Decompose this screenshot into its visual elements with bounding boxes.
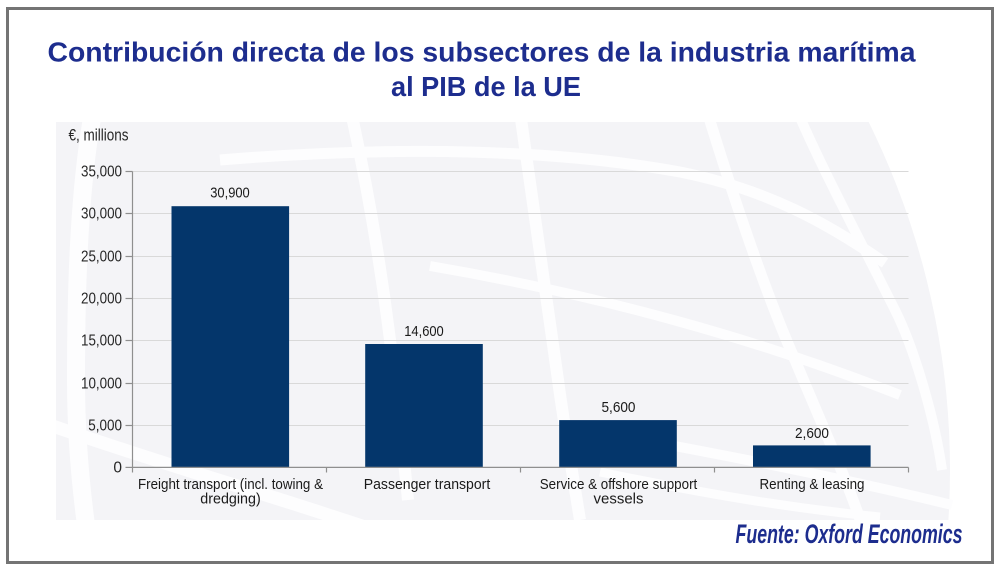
svg-text:Passenger transport: Passenger transport (364, 477, 491, 493)
svg-text:25,000: 25,000 (81, 249, 122, 266)
svg-text:Fuente: Oxford Economics: Fuente: Oxford Economics (736, 519, 963, 549)
svg-text:Freight transport (incl. towin: Freight transport (incl. towing & (138, 477, 323, 493)
svg-text:30,000: 30,000 (81, 206, 122, 223)
svg-text:30,900: 30,900 (210, 185, 250, 202)
svg-text:vessels: vessels (594, 492, 644, 508)
svg-text:10,000: 10,000 (81, 376, 122, 393)
svg-text:35,000: 35,000 (81, 164, 122, 181)
svg-text:0: 0 (113, 459, 122, 476)
svg-text:Renting & leasing: Renting & leasing (760, 477, 865, 493)
svg-text:€, millions: €, millions (69, 127, 129, 145)
svg-text:Service & offshore support: Service & offshore support (540, 477, 698, 493)
svg-text:5,000: 5,000 (88, 418, 122, 435)
svg-text:2,600: 2,600 (795, 425, 829, 442)
svg-text:14,600: 14,600 (404, 323, 444, 340)
svg-text:5,600: 5,600 (602, 399, 636, 416)
svg-text:al PIB de la UE: al PIB de la UE (391, 71, 581, 102)
svg-text:Contribución directa de los su: Contribución directa de los subsectores … (48, 36, 916, 67)
svg-text:15,000: 15,000 (81, 333, 122, 350)
svg-text:20,000: 20,000 (81, 291, 122, 308)
svg-text:dredging): dredging) (200, 492, 261, 508)
